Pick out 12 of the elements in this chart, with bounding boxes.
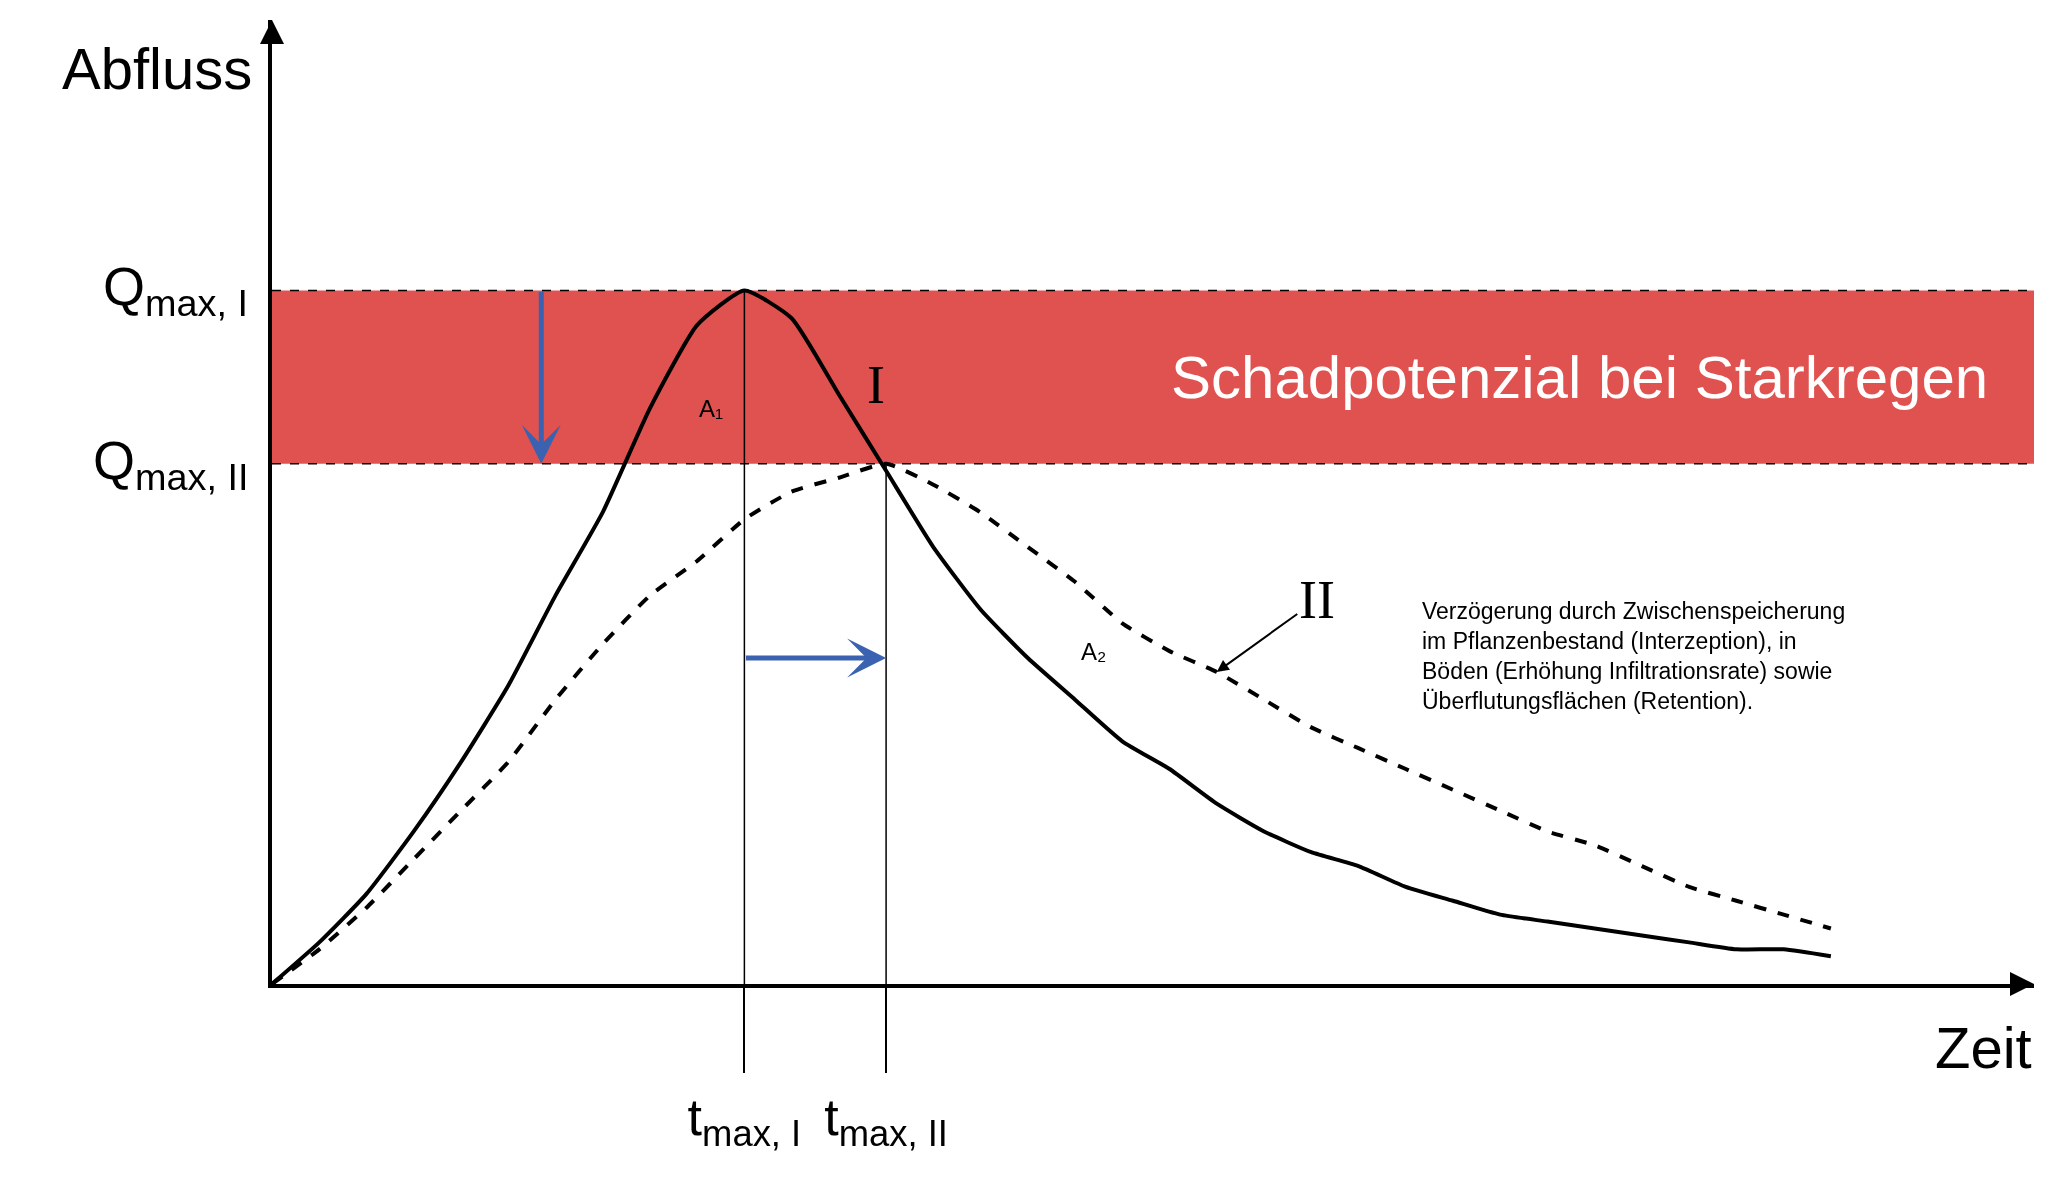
annotation: A₂ (1081, 638, 1107, 665)
series-label: II (1299, 570, 1335, 630)
annotation: A₁ (699, 395, 724, 422)
x-tick-label: t$_{max, II}$ (824, 1088, 948, 1155)
series-label: I (867, 355, 885, 415)
band-label: Schadpotenzial bei Starkregen (1171, 344, 1989, 411)
y-axis-title: Abfluss (62, 36, 253, 101)
annotation: Verzögerung durch Zwischenspeicherung im Pflanzenbestand (Interzeption), in Böden (Erhöhung Infiltrationsrate) sowie Überflutungsflächen (Retention). (1422, 598, 1846, 714)
ref-line-label: Q$_{max, II}$ (93, 430, 249, 499)
x-axis-title: Zeit (1935, 1015, 2032, 1080)
ref-line-label: Q$_{max, I}$ (103, 256, 248, 325)
x-tick-label: t$_{max, I}$ (687, 1088, 802, 1155)
